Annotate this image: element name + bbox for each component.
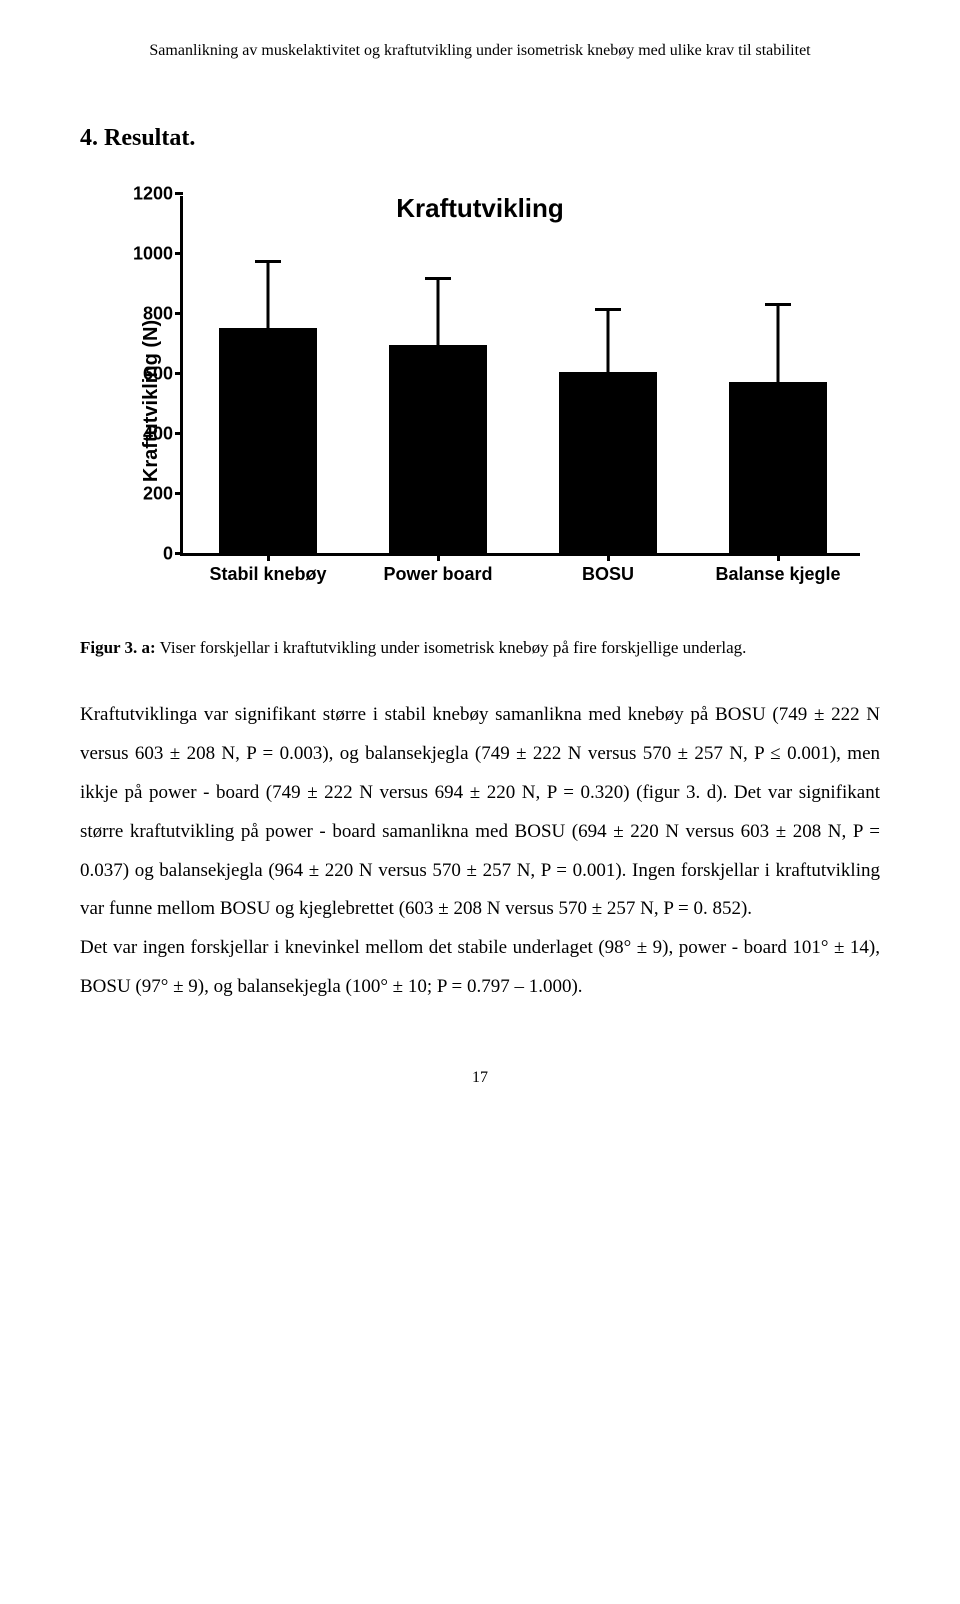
y-tick-mark [175, 492, 183, 495]
y-tick-label: 1000 [123, 241, 173, 266]
y-tick-label: 600 [123, 361, 173, 386]
error-bar-cap [595, 308, 621, 311]
error-bar-cap [425, 277, 451, 280]
body-paragraph: Det var ingen forskjellar i knevinkel me… [80, 929, 880, 1007]
y-tick-mark [175, 432, 183, 435]
kraftutvikling-chart: Kraftutvikling Kraftutvikling (N) 020040… [80, 186, 880, 616]
y-tick-label: 0 [123, 541, 173, 566]
y-tick-mark [175, 252, 183, 255]
x-tick-mark [437, 553, 440, 561]
y-tick-label: 200 [123, 481, 173, 506]
y-axis-label: Kraftutvikling (N) [137, 320, 165, 482]
x-tick-mark [777, 553, 780, 561]
chart-bar [559, 372, 658, 553]
x-tick-mark [607, 553, 610, 561]
page-number: 17 [80, 1067, 880, 1089]
error-bar [777, 305, 780, 382]
y-tick-mark [175, 312, 183, 315]
y-tick-mark [175, 192, 183, 195]
y-tick-mark [175, 552, 183, 555]
y-tick-label: 400 [123, 421, 173, 446]
body-text: Kraftutviklinga var signifikant større i… [80, 696, 880, 1008]
figure-caption-text: Viser forskjellar i kraftutvikling under… [156, 638, 747, 657]
error-bar [607, 310, 610, 372]
error-bar-cap [255, 260, 281, 263]
chart-bar [729, 382, 828, 553]
x-tick-label: Stabil knebøy [209, 562, 326, 587]
error-bar [267, 262, 270, 329]
y-tick-label: 1200 [123, 181, 173, 206]
x-tick-mark [267, 553, 270, 561]
section-heading: 4. Resultat. [80, 122, 880, 156]
chart-plot-area: 020040060080010001200Stabil knebøyPower … [180, 196, 860, 556]
figure-caption-lead: Figur 3. a: [80, 638, 156, 657]
chart-bar [219, 328, 318, 553]
error-bar [437, 279, 440, 345]
figure-caption: Figur 3. a: Viser forskjellar i kraftutv… [80, 636, 880, 660]
chart-bar [389, 345, 488, 553]
y-tick-mark [175, 372, 183, 375]
body-paragraph: Kraftutviklinga var signifikant større i… [80, 696, 880, 930]
running-head: Samanlikning av muskelaktivitet og kraft… [80, 40, 880, 62]
error-bar-cap [765, 303, 791, 306]
x-tick-label: Power board [383, 562, 492, 587]
x-tick-label: BOSU [582, 562, 634, 587]
x-tick-label: Balanse kjegle [715, 562, 840, 587]
y-tick-label: 800 [123, 301, 173, 326]
